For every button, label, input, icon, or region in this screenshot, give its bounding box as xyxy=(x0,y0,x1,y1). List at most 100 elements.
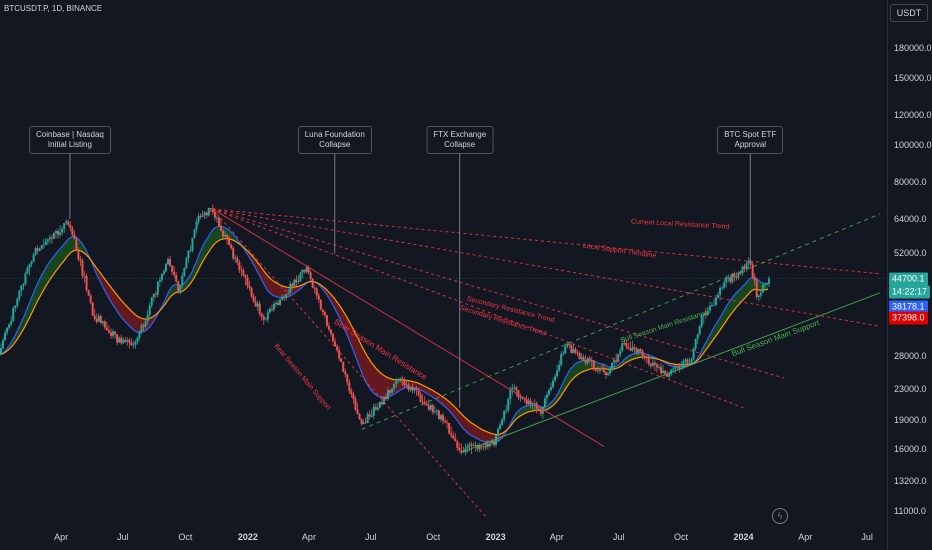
ma-ribbon-segment xyxy=(524,406,526,414)
ma-ribbon-segment xyxy=(375,367,377,396)
ma-ribbon-segment xyxy=(50,259,52,279)
candle-body xyxy=(175,275,178,282)
candle-body xyxy=(633,347,636,349)
ma-ribbon-segment xyxy=(545,406,547,410)
ma-ribbon-segment xyxy=(476,426,478,439)
candle-body xyxy=(399,378,402,380)
candle-body xyxy=(24,273,27,285)
ma-ribbon-segment xyxy=(110,286,111,302)
ma-ribbon-segment xyxy=(34,288,36,308)
ma-ribbon-segment xyxy=(205,240,206,258)
ma-ribbon-segment xyxy=(335,299,337,312)
ma-ribbon-segment xyxy=(65,241,67,259)
candle-body xyxy=(609,369,612,374)
candle-body xyxy=(240,269,243,271)
ma-ribbon-segment xyxy=(740,287,742,303)
ma-ribbon-segment xyxy=(746,281,748,296)
ma-ribbon-segment xyxy=(70,237,72,253)
candle-body xyxy=(48,237,51,240)
candle-body xyxy=(509,389,512,400)
ma-ribbon-segment xyxy=(114,291,115,308)
ma-ribbon-segment xyxy=(600,363,602,369)
candle-body xyxy=(50,237,53,239)
ma-ribbon-segment xyxy=(294,286,296,293)
candle-body xyxy=(28,264,31,268)
ma-ribbon-segment xyxy=(410,381,411,388)
candle-body xyxy=(405,384,408,386)
ma-ribbon-segment xyxy=(415,382,417,389)
ma-ribbon-segment xyxy=(428,388,430,395)
candle-body xyxy=(272,303,275,310)
event-callout[interactable]: FTX Exchange Collapse xyxy=(426,126,494,154)
ma-ribbon-segment xyxy=(233,234,235,241)
ma-ribbon-segment xyxy=(746,281,747,297)
candle-body xyxy=(187,250,190,259)
ma-ribbon-segment xyxy=(258,262,259,275)
ma-ribbon-segment xyxy=(107,283,109,298)
ma-ribbon-segment xyxy=(261,267,263,281)
ma-ribbon-segment xyxy=(738,290,739,306)
event-callout[interactable]: Coinbase | Nasdaq Initial Listing xyxy=(28,126,111,154)
currency-selector[interactable]: USDT xyxy=(890,4,928,22)
ma-ribbon-segment xyxy=(469,421,471,436)
ma-ribbon-segment xyxy=(197,256,199,272)
candle-body xyxy=(44,241,47,245)
ma-ribbon-segment xyxy=(295,286,297,293)
candle-body xyxy=(99,316,102,324)
event-callout[interactable]: BTC Spot ETF Approval xyxy=(717,126,784,154)
ma-ribbon-segment xyxy=(336,300,337,313)
ma-ribbon-segment xyxy=(122,301,123,320)
ma-ribbon-segment xyxy=(175,284,177,293)
ma-ribbon-segment xyxy=(765,283,767,290)
ma-ribbon-segment xyxy=(47,263,49,284)
ma-ribbon-segment xyxy=(108,284,110,299)
ma-ribbon-segment xyxy=(706,340,707,350)
candle-body xyxy=(291,283,294,287)
ma-ribbon-segment xyxy=(729,300,730,317)
candle-body xyxy=(435,410,438,412)
time-tick-label: 2024 xyxy=(733,532,754,542)
ma-ribbon-segment xyxy=(229,230,231,240)
candle-body xyxy=(311,278,314,288)
trendline-bear-resistance xyxy=(212,208,605,448)
lightning-icon[interactable]: ϟ xyxy=(772,508,788,524)
ma-ribbon-segment xyxy=(561,384,563,396)
ma-ribbon-segment xyxy=(357,336,358,363)
candle-body xyxy=(342,361,345,372)
candle-body xyxy=(325,315,328,326)
ma-ribbon-segment xyxy=(583,360,584,372)
ma-ribbon-segment xyxy=(337,302,339,315)
candle-body xyxy=(248,285,251,288)
ma-ribbon-segment xyxy=(112,288,113,305)
ma-ribbon-segment xyxy=(748,279,749,295)
candle-body xyxy=(444,420,447,423)
ma-ribbon-segment xyxy=(715,324,716,338)
candle-body xyxy=(18,290,21,299)
ma-ribbon-segment xyxy=(82,244,84,253)
ma-ribbon-segment xyxy=(571,366,573,381)
ma-ribbon-segment xyxy=(416,382,418,389)
candle-body xyxy=(55,231,57,234)
ma-ribbon-segment xyxy=(594,361,596,369)
ma-ribbon-segment xyxy=(130,310,132,328)
ma-ribbon-segment xyxy=(482,429,484,442)
ma-ribbon-segment xyxy=(107,282,108,297)
ma-ribbon-segment xyxy=(753,277,754,290)
candle-body xyxy=(741,266,744,274)
ma-ribbon-segment xyxy=(24,313,26,328)
candle-body xyxy=(215,217,218,219)
ma-ribbon-segment xyxy=(148,318,150,328)
event-callout[interactable]: Luna Foundation Collapse xyxy=(297,126,372,154)
candle-body xyxy=(67,221,70,225)
ma-ribbon-segment xyxy=(447,400,449,410)
ma-ribbon-segment xyxy=(209,233,211,251)
trendline-local-support xyxy=(212,208,881,327)
ma-ribbon-segment xyxy=(516,412,517,420)
candle-body xyxy=(596,370,599,372)
ma-ribbon-segment xyxy=(708,336,709,347)
ma-ribbon-segment xyxy=(217,226,219,242)
ma-ribbon-segment xyxy=(120,299,122,318)
ma-ribbon-segment xyxy=(473,424,474,437)
candle-body xyxy=(179,285,182,293)
